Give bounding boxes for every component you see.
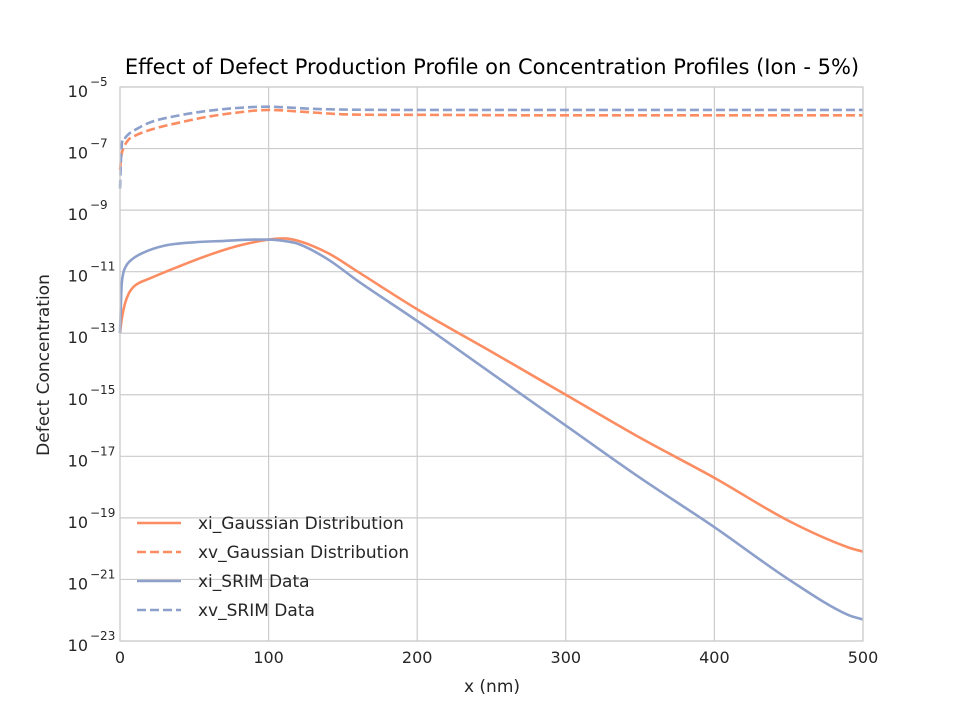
y-tick-label: 10 −5 — [68, 75, 108, 101]
x-axis-label: x (nm) — [464, 677, 520, 697]
y-tick-label: 10 −9 — [68, 198, 108, 224]
y-tick-base: 10 — [68, 451, 88, 470]
legend-label: xi_Gaussian Distribution — [198, 514, 404, 534]
y-tick-base: 10 — [68, 390, 88, 409]
y-tick-label: 10 −17 — [68, 444, 116, 470]
y-tick-exponent: −7 — [90, 137, 108, 151]
y-tick-base: 10 — [68, 267, 88, 286]
chart-title: Effect of Defect Production Profile on C… — [125, 55, 859, 79]
y-tick-exponent: −17 — [90, 444, 115, 458]
series-line-4 — [118, 105, 863, 189]
x-tick-label: 100 — [253, 648, 284, 667]
legend-entry: xv_Gaussian Distribution — [137, 543, 409, 563]
y-tick-base: 10 — [68, 513, 88, 532]
y-tick-label: 10 −15 — [68, 383, 116, 409]
y-tick-exponent: −19 — [90, 506, 115, 520]
legend-label: xv_Gaussian Distribution — [198, 543, 409, 563]
x-tick-label: 200 — [402, 648, 433, 667]
y-tick-base: 10 — [68, 574, 88, 593]
plot-frame — [119, 86, 864, 642]
y-tick-exponent: −9 — [90, 198, 108, 212]
legend-label: xv_SRIM Data — [198, 601, 315, 621]
series-line-1 — [118, 237, 864, 553]
y-tick-base: 10 — [68, 328, 88, 347]
y-tick-label: 10 −7 — [68, 137, 108, 163]
y-tick-label: 10 −13 — [68, 321, 116, 347]
y-tick-base: 10 — [68, 636, 88, 655]
y-tick-exponent: −21 — [90, 567, 115, 581]
y-tick-exponent: −5 — [90, 75, 108, 89]
y-tick-exponent: −23 — [90, 629, 115, 643]
legend: xi_Gaussian Distribution xv_Gaussian Dist… — [137, 514, 409, 621]
series-layer — [118, 105, 864, 621]
x-tick-label: 500 — [848, 648, 879, 667]
y-tick-label: 10 −19 — [68, 506, 116, 532]
y-axis-label: Defect Concentration — [34, 274, 54, 456]
y-tick-exponent: −15 — [90, 383, 115, 397]
y-tick-label: 10 −23 — [68, 629, 116, 655]
y-tick-base: 10 — [68, 82, 88, 101]
x-tick-labels: 0 100 200 300 400 500 — [115, 648, 878, 667]
y-tick-base: 10 — [68, 144, 88, 163]
legend-label: xi_SRIM Data — [198, 572, 310, 592]
y-tick-exponent: −11 — [90, 260, 115, 274]
series-line-3 — [118, 238, 864, 621]
x-tick-label: 0 — [115, 648, 125, 667]
x-tick-label: 400 — [699, 648, 730, 667]
y-tick-exponent: −13 — [90, 321, 115, 335]
series-line-2 — [118, 108, 863, 171]
x-tick-label: 300 — [551, 648, 582, 667]
legend-entry: xv_SRIM Data — [137, 601, 315, 621]
legend-entry: xi_Gaussian Distribution — [137, 514, 404, 534]
y-tick-base: 10 — [68, 205, 88, 224]
y-tick-label: 10 −11 — [68, 260, 116, 286]
legend-entry: xi_SRIM Data — [137, 572, 310, 592]
y-tick-label: 10 −21 — [68, 567, 116, 593]
